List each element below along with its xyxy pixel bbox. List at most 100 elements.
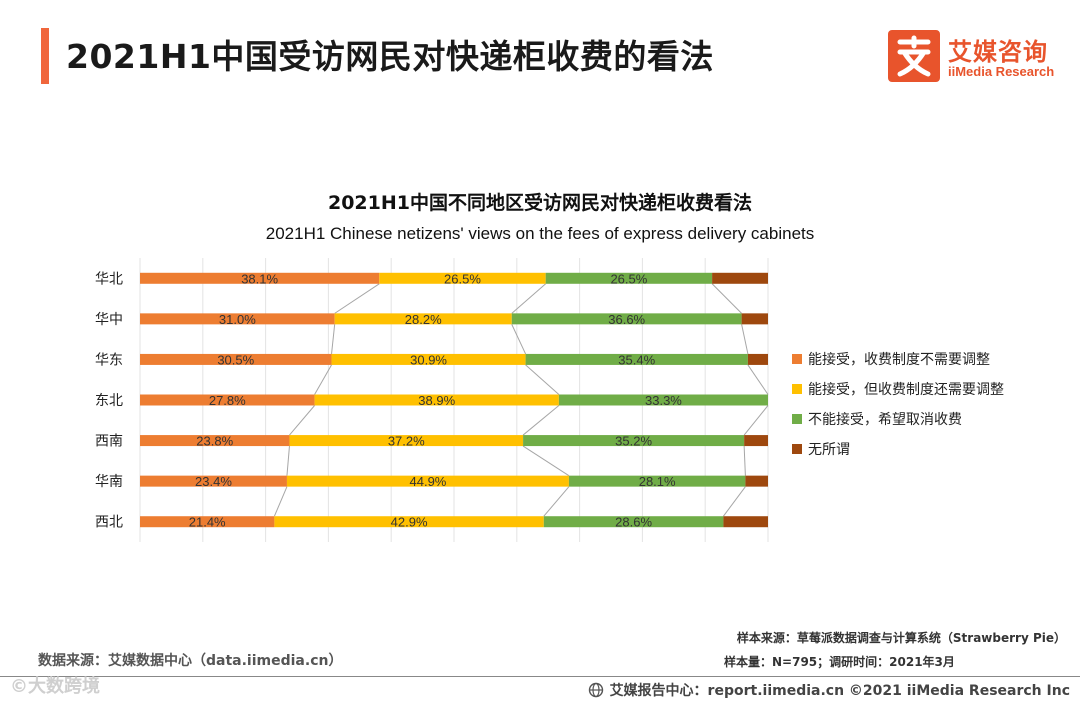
data-label: 26.5%	[444, 271, 481, 286]
data-label: 36.6%	[608, 312, 645, 327]
series-connector-line	[743, 446, 746, 476]
data-label: 33.3%	[645, 393, 682, 408]
series-connector-line	[747, 364, 769, 395]
logo-subtitle: iiMedia Research	[948, 64, 1055, 79]
legend-label: 能接受，但收费制度还需要调整	[808, 382, 1004, 398]
series-connector-line	[543, 486, 570, 517]
legend-label: 无所谓	[808, 442, 850, 458]
data-label: 31.0%	[219, 312, 256, 327]
data-label: 23.4%	[195, 474, 232, 489]
report-center-text: 艾媒报告中心：report.iimedia.cn ©2021 iiMedia R…	[609, 683, 1070, 699]
series-connector-line	[334, 283, 380, 314]
legend-swatch	[792, 444, 802, 454]
bar-segment	[747, 353, 768, 365]
category-tick-label: 华中	[95, 312, 123, 328]
data-label: 42.9%	[391, 515, 428, 530]
series-connector-line	[289, 405, 315, 436]
bar-segment	[543, 516, 724, 528]
legend-label: 能接受，收费制度不需要调整	[808, 352, 990, 368]
data-source: 数据来源：艾媒数据中心（data.iimedia.cn）	[38, 653, 343, 669]
legend-item: 不能接受，希望取消收费	[792, 404, 1004, 434]
watermark: ©大数跨境	[10, 676, 100, 697]
bar-segment	[511, 313, 742, 325]
bar-segment	[525, 353, 748, 365]
logo-name: 艾媒咨询	[948, 38, 1048, 66]
category-tick-label: 西南	[95, 434, 123, 450]
series-connector-line	[314, 364, 332, 395]
bar-segment	[558, 394, 768, 406]
data-label: 35.2%	[615, 434, 652, 449]
sample-size: 样本量：N=795；调研时间：2021年3月	[724, 655, 955, 669]
bar-segment	[289, 435, 524, 447]
series-connector-line	[743, 405, 769, 436]
chart-legend: 能接受，收费制度不需要调整 能接受，但收费制度还需要调整 不能接受，希望取消收费…	[792, 344, 1004, 464]
bar-segment	[741, 313, 768, 325]
legend-item: 能接受，收费制度不需要调整	[792, 344, 1004, 374]
legend-item: 无所谓	[792, 434, 1004, 464]
bar-segment	[140, 516, 275, 528]
data-label: 38.9%	[418, 393, 455, 408]
footer-report-center: 艾媒报告中心：report.iimedia.cn ©2021 iiMedia R…	[588, 680, 1070, 700]
data-label: 44.9%	[410, 474, 447, 489]
bar-segment	[568, 475, 746, 487]
data-label: 27.8%	[209, 393, 246, 408]
bar-segment	[140, 313, 335, 325]
logo-mark-icon	[888, 30, 940, 82]
series-connector-line	[741, 324, 749, 355]
series-connector-line	[273, 486, 288, 517]
category-tick-label: 西北	[95, 515, 123, 531]
data-label: 26.5%	[610, 271, 647, 286]
bar-segment	[331, 353, 526, 365]
bar-segment	[274, 516, 544, 528]
series-connector-line	[511, 324, 527, 355]
chart-title: 2021H1中国不同地区受访网民对快递柜收费看法	[327, 192, 752, 214]
page-title: 2021H1中国受访网民对快递柜收费的看法	[66, 37, 714, 76]
category-tick-label: 华南	[95, 474, 123, 490]
category-tick-label: 华东	[95, 352, 123, 368]
title-accent-bar	[41, 28, 49, 84]
data-label: 35.4%	[618, 352, 655, 367]
sample-source: 样本来源：草莓派数据调查与计算系统（Strawberry Pie）	[736, 631, 1066, 645]
chart-subtitle: 2021H1 Chinese netizens' views on the fe…	[265, 224, 815, 243]
bar-segment	[140, 475, 287, 487]
bar-segment	[314, 394, 559, 406]
bar-segment	[523, 435, 745, 447]
bar-segment	[745, 475, 768, 487]
series-connector-line	[331, 324, 336, 354]
data-label: 21.4%	[189, 515, 226, 530]
data-label: 30.5%	[217, 352, 254, 367]
bar-segment	[140, 394, 315, 406]
legend-swatch	[792, 354, 802, 364]
data-label: 23.8%	[196, 434, 233, 449]
bar-segment	[140, 435, 290, 447]
bar-segment	[545, 272, 713, 284]
bar-segment	[286, 475, 569, 487]
legend-swatch	[792, 414, 802, 424]
data-label: 28.6%	[615, 515, 652, 530]
globe-icon	[588, 682, 603, 698]
series-connector-line	[286, 446, 290, 476]
data-label: 38.1%	[241, 271, 278, 286]
bar-segment	[334, 313, 512, 325]
bar-segment	[723, 516, 768, 528]
bar-segment	[140, 353, 332, 365]
footer-divider	[0, 676, 1080, 677]
legend-item: 能接受，但收费制度还需要调整	[792, 374, 1004, 404]
series-connector-line	[522, 405, 560, 436]
data-label: 28.2%	[405, 312, 442, 327]
legend-label: 不能接受，希望取消收费	[808, 412, 962, 428]
bar-segment	[379, 272, 546, 284]
series-connector-line	[511, 283, 547, 314]
legend-swatch	[792, 384, 802, 394]
category-tick-label: 华北	[95, 271, 123, 287]
series-connector-line	[522, 445, 570, 477]
bar-segment	[712, 272, 768, 284]
bar-segment	[744, 435, 768, 447]
data-label: 30.9%	[410, 352, 447, 367]
series-connector-line	[723, 486, 746, 517]
series-connector-line	[525, 364, 560, 395]
brand-logo: 艾媒咨询 iiMedia Research	[888, 28, 1063, 84]
series-connector-line	[711, 283, 742, 314]
category-tick-label: 东北	[95, 393, 123, 409]
